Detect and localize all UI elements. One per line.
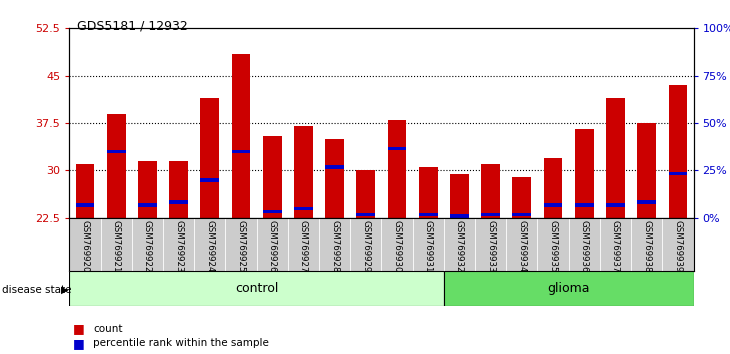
Text: GSM769937: GSM769937 xyxy=(611,220,620,273)
Text: GSM769926: GSM769926 xyxy=(268,220,277,273)
Text: GSM769931: GSM769931 xyxy=(423,220,433,273)
Text: percentile rank within the sample: percentile rank within the sample xyxy=(93,338,269,348)
Text: GDS5181 / 12932: GDS5181 / 12932 xyxy=(77,19,188,33)
Bar xyxy=(419,213,437,216)
Bar xyxy=(107,150,126,153)
Text: GSM769936: GSM769936 xyxy=(580,220,589,273)
Bar xyxy=(450,173,469,218)
Bar xyxy=(76,203,94,207)
Text: GSM769935: GSM769935 xyxy=(548,220,558,273)
Bar xyxy=(107,114,126,218)
Text: GSM769938: GSM769938 xyxy=(642,220,651,273)
Text: count: count xyxy=(93,324,123,333)
Text: GSM769921: GSM769921 xyxy=(112,220,120,273)
Text: GSM769923: GSM769923 xyxy=(174,220,183,273)
Text: GSM769929: GSM769929 xyxy=(361,220,370,273)
Bar xyxy=(669,85,687,218)
Bar xyxy=(575,129,593,218)
Text: GSM769930: GSM769930 xyxy=(393,220,402,273)
Bar xyxy=(444,271,694,306)
Bar xyxy=(231,53,250,218)
Bar xyxy=(263,136,282,218)
Bar xyxy=(544,203,562,207)
Bar xyxy=(201,178,219,182)
Text: GSM769932: GSM769932 xyxy=(455,220,464,273)
Bar xyxy=(637,200,656,204)
Bar xyxy=(326,139,344,218)
Text: GSM769925: GSM769925 xyxy=(237,220,245,273)
Bar xyxy=(512,213,531,216)
Bar xyxy=(544,158,562,218)
Bar xyxy=(138,161,157,218)
Bar xyxy=(138,203,157,207)
Bar xyxy=(263,210,282,213)
Bar xyxy=(481,213,500,216)
Text: GSM769939: GSM769939 xyxy=(673,220,683,273)
Bar xyxy=(481,164,500,218)
Text: GSM769920: GSM769920 xyxy=(80,220,90,273)
Bar xyxy=(606,98,625,218)
Bar xyxy=(356,170,375,218)
Bar xyxy=(231,150,250,153)
Bar xyxy=(637,123,656,218)
Bar xyxy=(606,203,625,207)
Text: GSM769924: GSM769924 xyxy=(205,220,215,273)
Bar xyxy=(326,165,344,169)
Bar xyxy=(512,177,531,218)
Bar xyxy=(388,147,407,150)
Text: ■: ■ xyxy=(73,337,85,350)
Bar xyxy=(669,172,687,175)
Text: GSM769928: GSM769928 xyxy=(330,220,339,273)
Text: GSM769934: GSM769934 xyxy=(518,220,526,273)
Bar xyxy=(169,200,188,204)
Bar xyxy=(201,98,219,218)
Bar xyxy=(419,167,437,218)
Bar xyxy=(76,164,94,218)
Text: GSM769933: GSM769933 xyxy=(486,220,495,273)
Bar xyxy=(450,214,469,218)
Text: ■: ■ xyxy=(73,322,85,335)
Text: disease state: disease state xyxy=(2,285,72,295)
Bar xyxy=(388,120,407,218)
Bar xyxy=(575,203,593,207)
Text: GSM769922: GSM769922 xyxy=(143,220,152,273)
Text: GSM769927: GSM769927 xyxy=(299,220,308,273)
Text: glioma: glioma xyxy=(548,282,590,295)
Text: control: control xyxy=(235,282,278,295)
Bar xyxy=(169,161,188,218)
Bar xyxy=(294,206,312,210)
Bar xyxy=(69,271,444,306)
Text: ▶: ▶ xyxy=(61,285,68,295)
Bar xyxy=(356,213,375,216)
Bar xyxy=(294,126,312,218)
